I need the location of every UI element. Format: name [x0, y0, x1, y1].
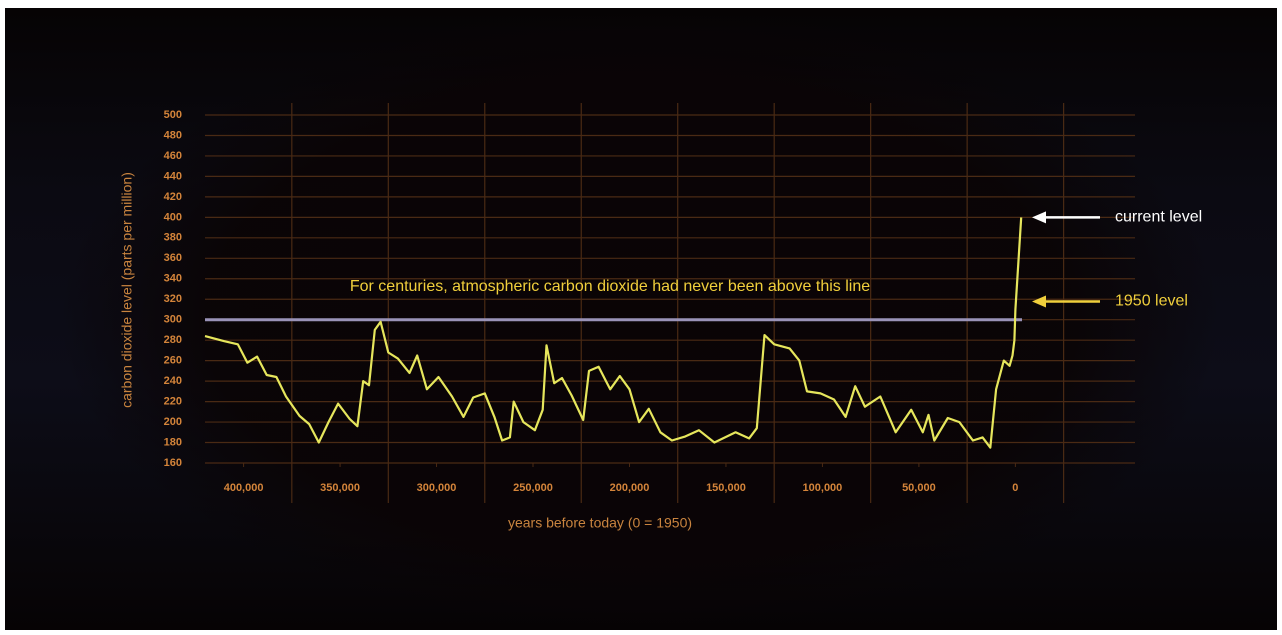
- y-tick-label: 400: [164, 211, 182, 223]
- x-tick-label: 300,000: [417, 482, 457, 494]
- x-tick-label: 150,000: [706, 482, 746, 494]
- x-tick-label: 400,000: [224, 482, 264, 494]
- y-axis-label: carbon dioxide level (parts per million): [119, 172, 135, 408]
- y-tick-label: 260: [164, 355, 182, 367]
- x-tick-label: 50,000: [902, 482, 936, 494]
- annotation-label: current level: [1115, 209, 1202, 226]
- y-tick-label: 160: [164, 457, 182, 469]
- y-tick-label: 240: [164, 375, 182, 387]
- y-tick-label: 320: [164, 293, 182, 305]
- x-tick-label: 0: [1012, 482, 1018, 494]
- y-tick-label: 440: [164, 170, 182, 182]
- annotation-arrowhead: [1032, 211, 1046, 224]
- x-tick-label: 350,000: [320, 482, 360, 494]
- y-tick-label: 500: [164, 109, 182, 121]
- co2-line: [204, 217, 1023, 449]
- marks: [204, 211, 1100, 449]
- y-tick-label: 420: [164, 191, 182, 203]
- x-axis-label: years before today (0 = 1950): [508, 515, 692, 531]
- x-tick-label: 250,000: [513, 482, 553, 494]
- y-tick-label: 280: [164, 334, 182, 346]
- y-tick-label: 460: [164, 150, 182, 162]
- annotation-arrowhead: [1032, 295, 1046, 308]
- threshold-label: For centuries, atmospheric carbon dioxid…: [350, 278, 870, 295]
- y-tick-label: 360: [164, 252, 182, 264]
- y-tick-label: 180: [164, 436, 182, 448]
- x-tick-label: 100,000: [803, 482, 843, 494]
- y-tick-label: 300: [164, 314, 182, 326]
- y-tick-label: 200: [164, 416, 182, 428]
- y-tick-label: 480: [164, 129, 182, 141]
- x-tick-label: 200,000: [610, 482, 650, 494]
- y-tick-label: 340: [164, 273, 182, 285]
- annotation-label: 1950 level: [1115, 293, 1188, 310]
- y-tick-label: 220: [164, 395, 182, 407]
- y-tick-label: 380: [164, 232, 182, 244]
